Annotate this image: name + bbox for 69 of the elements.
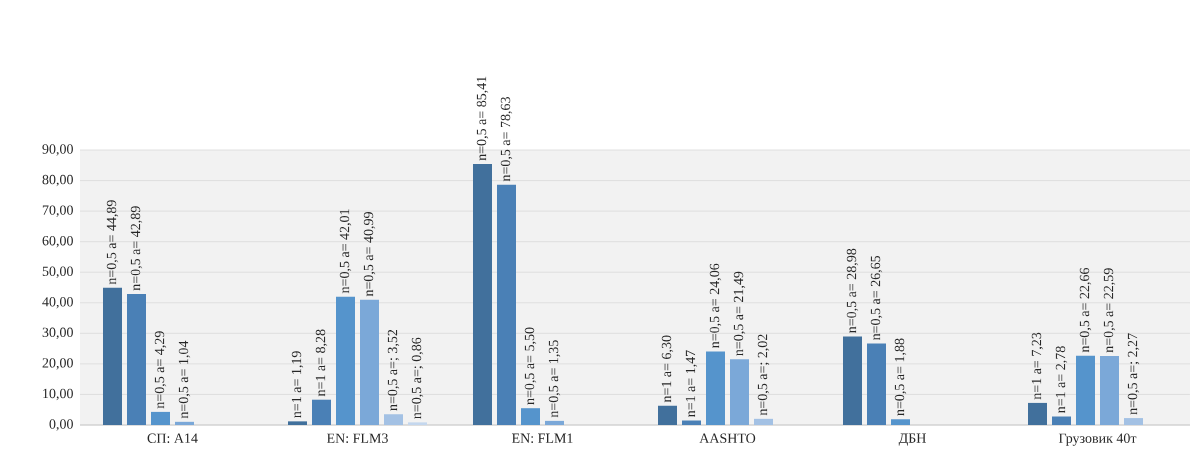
bar bbox=[1052, 416, 1071, 425]
bar bbox=[1028, 402, 1047, 425]
bar bbox=[891, 419, 910, 425]
y-tick-label: 80,00 bbox=[42, 174, 73, 187]
data-label: n=0,5 a= 78,63 bbox=[500, 97, 513, 182]
y-tick-label: 50,00 bbox=[42, 266, 73, 278]
data-label: n=0,5 a= 22,59 bbox=[1103, 268, 1116, 353]
data-label: n=1 a= 2,78 bbox=[1055, 346, 1068, 413]
bar bbox=[127, 293, 146, 425]
data-label: n=0,5 a= 5,50 bbox=[524, 327, 537, 405]
bar bbox=[497, 184, 516, 425]
data-label: n=0,5 a= 24,06 bbox=[709, 263, 722, 348]
data-label: n=0,5 a=; 2,02 bbox=[757, 334, 770, 416]
bar bbox=[730, 359, 749, 425]
bar bbox=[658, 405, 677, 425]
y-tick-label: 10,00 bbox=[43, 388, 73, 401]
bar bbox=[384, 414, 403, 425]
x-tick-label: ДБН bbox=[898, 433, 926, 446]
bar bbox=[521, 408, 540, 425]
bar bbox=[473, 164, 492, 425]
y-tick-label: 0,00 bbox=[49, 419, 73, 431]
data-label: n=0,5 a= 28,98 bbox=[846, 248, 859, 333]
bar bbox=[1076, 355, 1095, 425]
bar bbox=[288, 421, 307, 425]
y-tick-label: 60,00 bbox=[42, 235, 73, 248]
bar bbox=[867, 343, 886, 425]
y-tick-label: 20,00 bbox=[42, 358, 73, 370]
data-label: n=0,5 a= 4,29 bbox=[154, 331, 167, 409]
data-label: n=0,5 a= 26,65 bbox=[870, 255, 883, 341]
data-label: n=0,5 a= 42,89 bbox=[130, 206, 143, 291]
x-tick-label: AASHTO bbox=[699, 433, 756, 443]
data-label: n=0,5 a= 21,49 bbox=[733, 271, 746, 356]
bar bbox=[175, 421, 194, 425]
y-tick-label: 90,00 bbox=[42, 144, 73, 156]
y-tick-label: 70,00 bbox=[42, 205, 73, 217]
data-label: n=1 a= 6,30 bbox=[661, 335, 674, 403]
bar bbox=[103, 287, 122, 425]
bar bbox=[151, 411, 170, 425]
data-label: n=1 a= 7,23 bbox=[1031, 332, 1044, 400]
bar bbox=[545, 420, 564, 425]
x-tick-label: EN: FLM1 bbox=[511, 433, 573, 443]
x-tick-label: СП: А14 bbox=[147, 433, 198, 444]
data-label: n=0,5 a= 1,04 bbox=[178, 340, 191, 419]
y-tick-label: 40,00 bbox=[42, 297, 73, 309]
bar bbox=[843, 336, 862, 425]
data-label: n=0,5 a= 85,41 bbox=[476, 76, 489, 161]
data-label: n=1 a= 1,47 bbox=[685, 350, 698, 417]
data-label: n=0,5 a=; 3,52 bbox=[387, 329, 400, 411]
bar bbox=[706, 351, 725, 425]
bar bbox=[360, 299, 379, 425]
data-label: n=0,5 a=; 2,27 bbox=[1127, 333, 1140, 415]
bar bbox=[754, 418, 773, 425]
x-tick-label: EN: FLM3 bbox=[326, 433, 388, 444]
data-label: n=0,5 a= 1,88 bbox=[894, 338, 907, 416]
bar bbox=[1124, 418, 1143, 425]
bar bbox=[408, 422, 427, 425]
data-label: n=0,5 a= 42,01 bbox=[339, 209, 352, 294]
bar bbox=[336, 296, 355, 425]
x-tick-label: Грузовик 40т bbox=[1058, 433, 1137, 446]
bar bbox=[1100, 355, 1119, 425]
data-label: n=1 a= 8,28 bbox=[315, 329, 328, 397]
y-tick-label: 30,00 bbox=[42, 327, 73, 340]
bar bbox=[312, 399, 331, 425]
data-label: n=1 a= 1,19 bbox=[291, 351, 304, 418]
data-label: n=0,5 a= 1,35 bbox=[548, 340, 561, 418]
data-label: n=0,5 a= 40,99 bbox=[363, 212, 376, 297]
data-label: n=0,5 a= 22,66 bbox=[1079, 267, 1092, 353]
data-label: n=0,5 a= 44,89 bbox=[106, 200, 119, 285]
data-label: n=0,5 a=; 0,86 bbox=[411, 337, 424, 419]
